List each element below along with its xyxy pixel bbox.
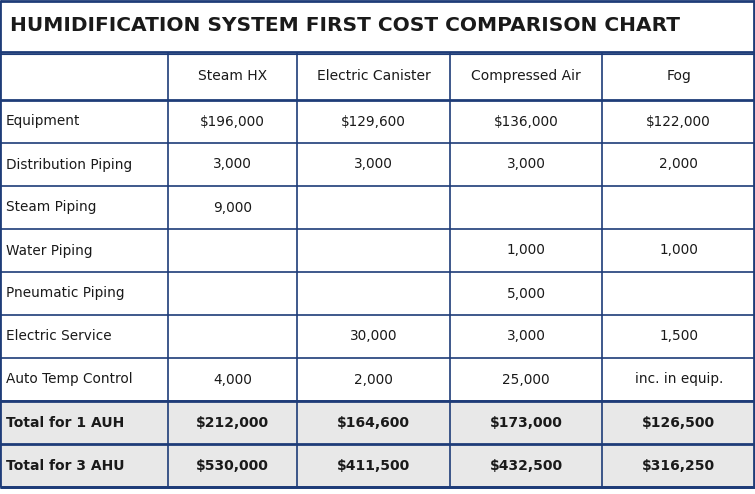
Text: 3,000: 3,000 [213, 158, 252, 171]
Text: 4,000: 4,000 [213, 372, 252, 386]
Text: Distribution Piping: Distribution Piping [6, 158, 132, 171]
Text: Steam HX: Steam HX [198, 69, 267, 83]
Text: Total for 1 AUH: Total for 1 AUH [6, 415, 125, 429]
Text: 5,000: 5,000 [507, 287, 546, 300]
Text: $196,000: $196,000 [200, 115, 265, 128]
Text: 1,500: 1,500 [659, 329, 698, 343]
Text: 1,000: 1,000 [659, 244, 698, 257]
Text: $173,000: $173,000 [490, 415, 562, 429]
Text: Pneumatic Piping: Pneumatic Piping [6, 287, 125, 300]
Text: inc. in equip.: inc. in equip. [634, 372, 723, 386]
Text: $411,500: $411,500 [337, 458, 411, 472]
Text: $316,250: $316,250 [643, 458, 715, 472]
Text: 30,000: 30,000 [350, 329, 397, 343]
Text: Steam Piping: Steam Piping [6, 201, 97, 214]
Bar [0, 401, 755, 444]
Text: 9,000: 9,000 [213, 201, 252, 214]
Text: $129,600: $129,600 [341, 115, 406, 128]
Text: 25,000: 25,000 [502, 372, 550, 386]
Text: Electric Service: Electric Service [6, 329, 112, 343]
Text: $432,500: $432,500 [490, 458, 562, 472]
Text: $530,000: $530,000 [196, 458, 269, 472]
Text: Equipment: Equipment [6, 115, 80, 128]
Text: Fog: Fog [667, 69, 691, 83]
Text: Water Piping: Water Piping [6, 244, 93, 257]
Text: HUMIDIFICATION SYSTEM FIRST COST COMPARISON CHART: HUMIDIFICATION SYSTEM FIRST COST COMPARI… [10, 16, 680, 36]
Text: 3,000: 3,000 [507, 158, 546, 171]
Text: 3,000: 3,000 [354, 158, 393, 171]
Text: 2,000: 2,000 [354, 372, 393, 386]
Bar [0, 444, 755, 487]
Text: 3,000: 3,000 [507, 329, 546, 343]
Text: 1,000: 1,000 [507, 244, 546, 257]
Text: Electric Canister: Electric Canister [317, 69, 430, 83]
Text: $122,000: $122,000 [646, 115, 711, 128]
Text: 2,000: 2,000 [659, 158, 698, 171]
Text: $136,000: $136,000 [494, 115, 559, 128]
Text: $164,600: $164,600 [337, 415, 410, 429]
Text: $126,500: $126,500 [643, 415, 715, 429]
Text: Total for 3 AHU: Total for 3 AHU [6, 458, 125, 472]
Text: Compressed Air: Compressed Air [471, 69, 581, 83]
Text: $212,000: $212,000 [196, 415, 269, 429]
Text: Auto Temp Control: Auto Temp Control [6, 372, 133, 386]
